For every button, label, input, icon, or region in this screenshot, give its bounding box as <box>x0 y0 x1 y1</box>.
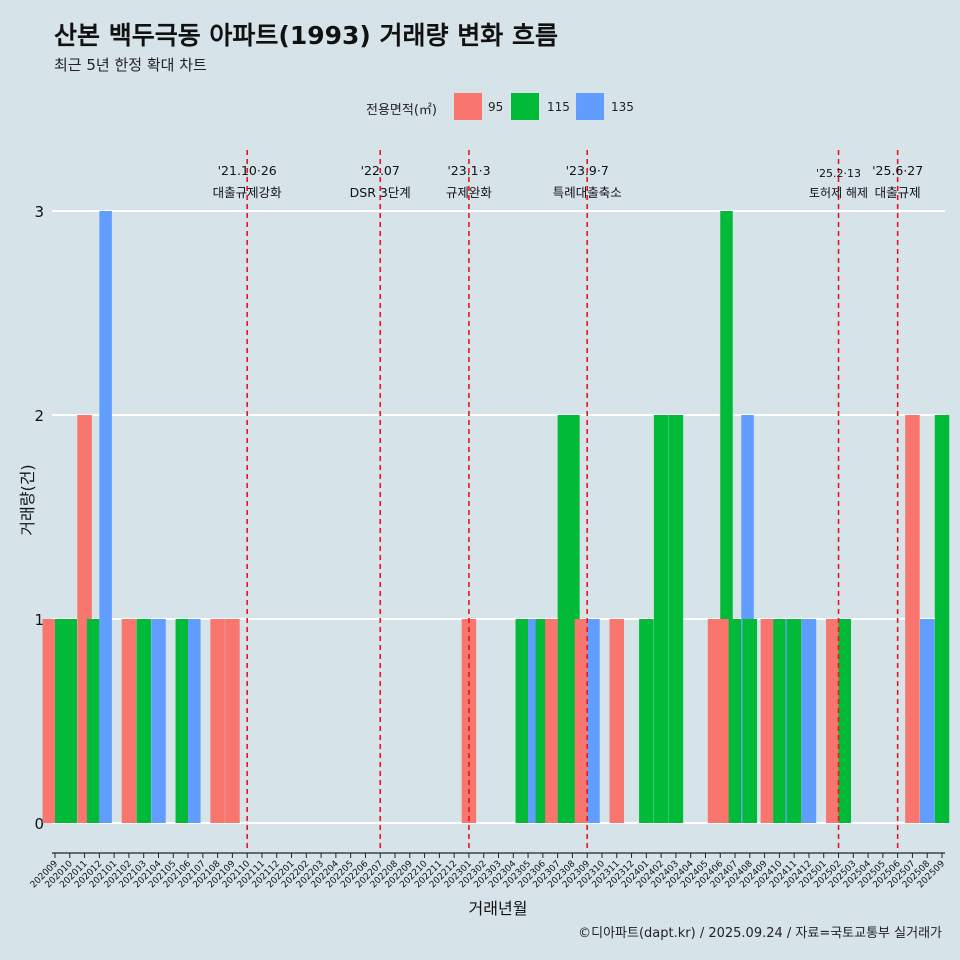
bar-115-202411 <box>786 619 802 823</box>
legend-key-115 <box>511 93 539 120</box>
bar-95-202311 <box>609 619 625 823</box>
bar-115-202403 <box>668 415 684 823</box>
annotation-label: 대출규제강화 <box>213 185 283 200</box>
bar-95-202309 <box>574 619 588 823</box>
legend-key-95 <box>454 93 482 120</box>
chart-title: 산본 백두극동 아파트(1993) 거래량 변화 흐름 <box>54 21 558 50</box>
bar-115-202410 <box>773 619 786 823</box>
annotation-label: 규제완화 <box>446 185 493 200</box>
annotation-date: '21.10·26 <box>218 163 277 178</box>
bar-135-202412 <box>801 619 817 823</box>
bar-115-202408 <box>742 619 758 823</box>
bar-135-202104 <box>151 619 166 823</box>
bar-95-202410 <box>760 619 774 823</box>
legend: 전용면적(㎡) 95 115 135 <box>0 93 960 121</box>
annotation-date: '25.2·13 <box>816 167 861 180</box>
y-tick-label: 3 <box>34 203 44 221</box>
bar-135-202508 <box>919 619 935 823</box>
bar-115-202012 <box>86 619 100 823</box>
annotation-date: '22.07 <box>361 163 400 178</box>
bar-95-202009 <box>42 619 55 823</box>
bar-135-202309 <box>587 619 600 823</box>
annotation-label: DSR 3단계 <box>350 185 411 200</box>
bar-115-202401 <box>639 619 654 823</box>
x-axis-title: 거래년월 <box>469 899 528 918</box>
y-tick-label: 2 <box>34 407 44 425</box>
bar-115-202010 <box>62 619 78 823</box>
bar-95-202407 <box>716 619 729 823</box>
bar-115-202305 <box>515 619 529 823</box>
legend-label-115: 115 <box>547 100 570 114</box>
bar-115-202407 <box>728 619 742 823</box>
legend-key-135 <box>576 93 604 120</box>
annotation-date: '23.1·3 <box>447 163 490 178</box>
chart-subtitle: 최근 5년 한정 확대 차트 <box>54 56 207 74</box>
bar-95-202108 <box>210 619 225 823</box>
annotation-date: '25.6·27 <box>872 163 923 178</box>
legend-label-95: 95 <box>488 100 504 114</box>
annotation-date: '23.9·7 <box>566 163 609 178</box>
bar-95-202102 <box>121 619 137 823</box>
annotation-label: 토허제 해제 <box>809 186 868 200</box>
y-tick-label: 0 <box>34 815 44 833</box>
bar-95-202109 <box>225 619 240 823</box>
y-tick-label: 1 <box>34 611 44 629</box>
bar-115-202509 <box>934 415 950 823</box>
bar-135-202106 <box>188 619 201 823</box>
bar-115-202502 <box>838 619 852 823</box>
bar-95-202502 <box>826 619 839 823</box>
y-axis-title: 거래량(건) <box>18 464 37 535</box>
bar-115-202402 <box>653 415 669 823</box>
annotation-label: 대출규제 <box>875 185 921 200</box>
bar-95-202507 <box>905 415 920 823</box>
bar-115-202106 <box>175 619 189 823</box>
legend-label-135: 135 <box>611 100 634 114</box>
annotation-label: 특례대출축소 <box>553 185 622 200</box>
bar-115-202103 <box>136 619 151 823</box>
caption: ©디아파트(dapt.kr) / 2025.09.24 / 자료=국토교통부 실… <box>578 926 942 941</box>
legend-title: 전용면적(㎡) <box>366 103 437 118</box>
bar-135-202012 <box>99 211 112 823</box>
bar-95-202307 <box>545 619 558 823</box>
